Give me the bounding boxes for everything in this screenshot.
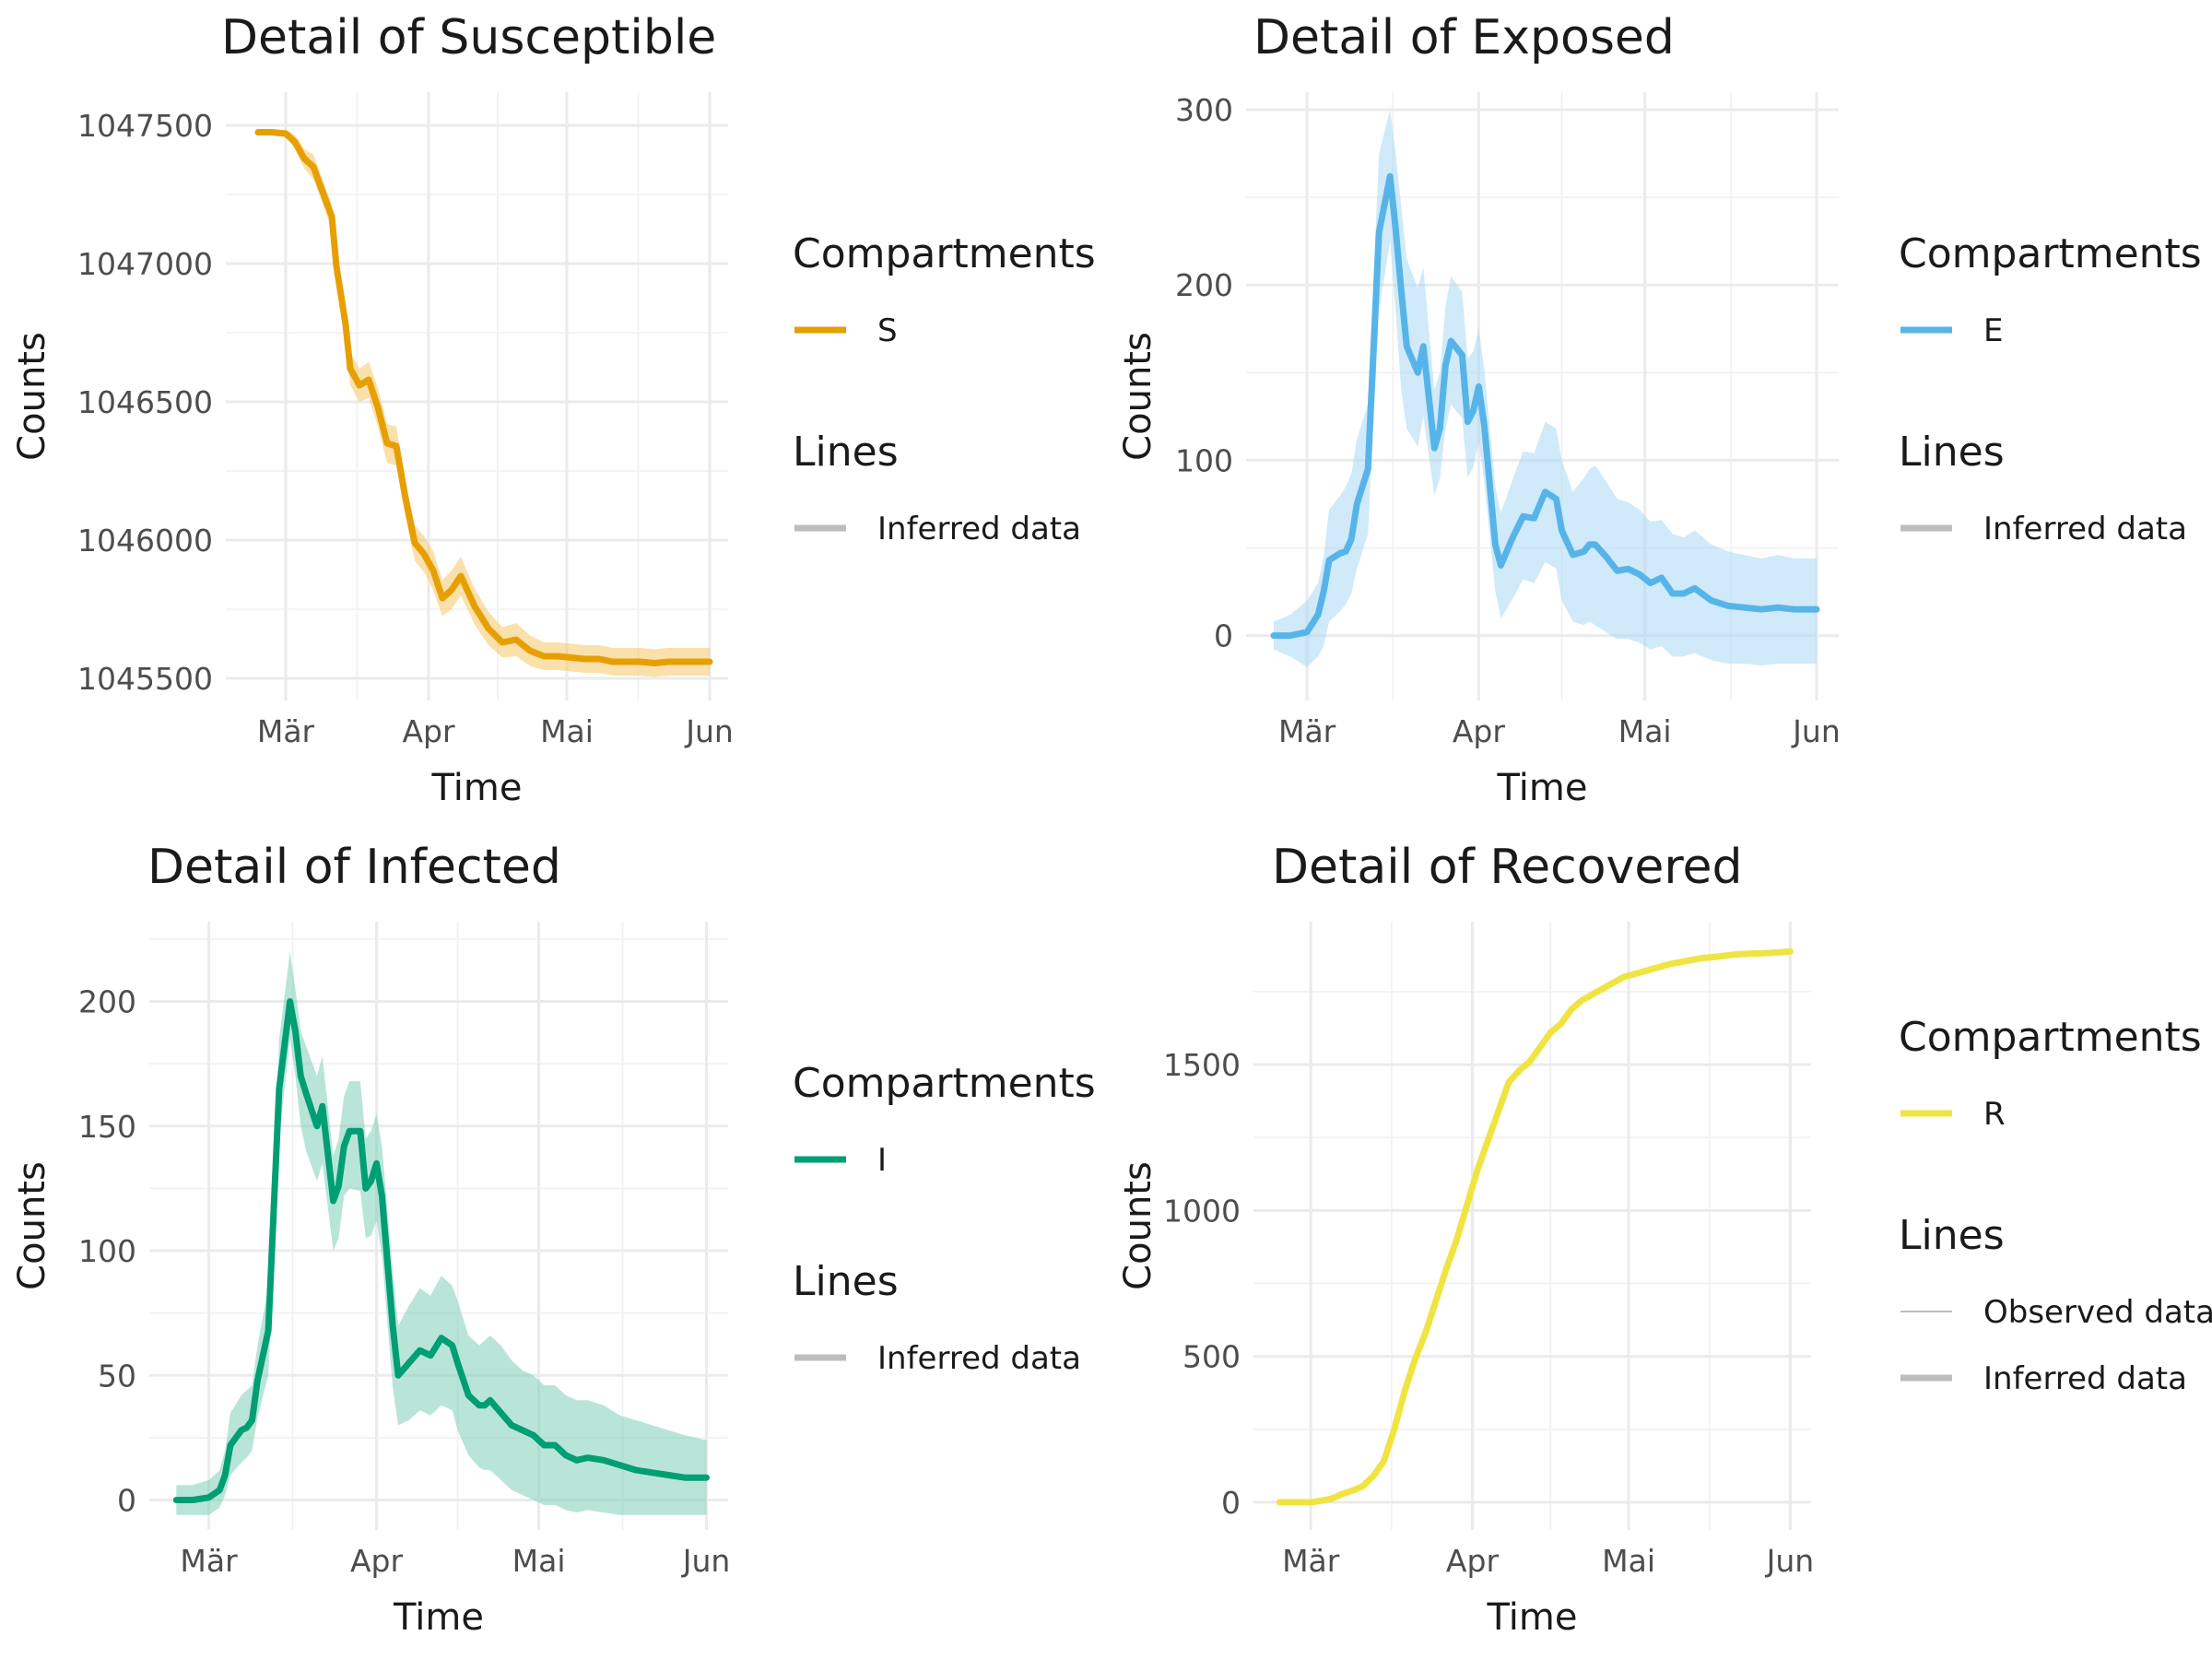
x-axis-title: Time — [1497, 767, 1588, 809]
y-tick-label: 150 — [78, 1109, 136, 1145]
legend: Compartments R Lines Observed data Inferred … — [1899, 1014, 2212, 1397]
y-tick-label: 0 — [1221, 1485, 1241, 1521]
y-tick-label: 1047500 — [77, 108, 213, 144]
legend-title-lines: Lines — [1899, 429, 2005, 476]
x-tick-label: Jun — [684, 713, 734, 749]
legend-title-lines: Lines — [793, 429, 899, 476]
y-axis-title: Counts — [1117, 1161, 1159, 1290]
chart-title: Detail of Exposed — [1253, 10, 1675, 65]
legend-label-line: Inferred data — [877, 1340, 1081, 1377]
legend-title-compartments: Compartments — [793, 230, 1096, 277]
series-line-E — [1270, 172, 1820, 640]
series-line-I — [172, 998, 710, 1503]
legend-label-line: Inferred data — [1983, 511, 2187, 547]
panel-infected: Mär Apr Mai Jun 0 50 100 150 200 Detail of Infect… — [0, 830, 1106, 1659]
y-axis-title: Counts — [11, 332, 53, 461]
x-tick-label: Mär — [1282, 1543, 1340, 1579]
x-tick-label: Jun — [1791, 713, 1841, 749]
legend-title-lines: Lines — [1899, 1212, 2005, 1259]
y-tick-label: 1500 — [1163, 1047, 1241, 1083]
legend-label-compartment: E — [1983, 312, 2003, 349]
y-tick-label: 300 — [1175, 92, 1233, 128]
y-tick-label: 1045500 — [77, 661, 213, 697]
legend: Compartments I Lines Inferred data — [793, 1060, 1096, 1377]
series-line-R — [1276, 947, 1794, 1506]
panel-exposed: Mär Apr Mai Jun 0 100 200 300 Detail of Exposed T… — [1106, 0, 2212, 830]
y-tick-label: 200 — [1175, 267, 1233, 303]
y-tick-label: 50 — [98, 1358, 136, 1394]
y-tick-label: 100 — [78, 1233, 136, 1269]
y-tick-label: 1046500 — [77, 384, 213, 420]
x-tick-label: Mär — [257, 713, 315, 749]
y-tick-label: 1046000 — [77, 523, 213, 559]
legend-label-line: Observed data — [1983, 1294, 2212, 1331]
y-tick-label: 100 — [1175, 442, 1233, 478]
legend-title-lines: Lines — [793, 1258, 899, 1305]
y-tick-label: 1000 — [1163, 1193, 1241, 1229]
grid — [1253, 922, 1811, 1530]
x-axis-title: Time — [431, 767, 523, 809]
y-axis-title: Counts — [1117, 332, 1159, 461]
x-tick-label: Mai — [1602, 1543, 1655, 1579]
x-axis-title: Time — [1487, 1596, 1578, 1639]
x-tick-label: Mai — [540, 713, 594, 749]
x-tick-label: Jun — [681, 1543, 731, 1579]
x-tick-label: Mai — [1618, 713, 1672, 749]
series-line-S — [254, 129, 713, 666]
chart-title: Detail of Recovered — [1272, 840, 1743, 895]
credible-band — [1274, 110, 1817, 667]
legend-label-line: Inferred data — [1983, 1360, 2187, 1397]
legend-label-compartment: I — [877, 1142, 887, 1179]
y-tick-label: 0 — [117, 1483, 136, 1519]
legend-label-compartment: R — [1983, 1096, 2006, 1133]
x-tick-label: Mär — [180, 1543, 238, 1579]
legend: Compartments S Lines Inferred data — [793, 230, 1096, 547]
y-tick-label: 200 — [78, 984, 136, 1020]
legend-label-compartment: S — [877, 312, 898, 349]
legend-title-compartments: Compartments — [1899, 1014, 2202, 1061]
y-tick-label: 500 — [1182, 1339, 1241, 1375]
x-tick-label: Apr — [402, 713, 455, 749]
panel-recovered: Mär Apr Mai Jun 0 500 1000 1500 Detail of Recove… — [1106, 830, 2212, 1659]
x-tick-label: Apr — [1446, 1543, 1500, 1579]
x-tick-label: Apr — [1453, 713, 1506, 749]
chart-exposed: Mär Apr Mai Jun 0 100 200 300 Detail of Exposed T… — [1117, 10, 2202, 809]
x-tick-label: Jun — [1765, 1543, 1815, 1579]
y-tick-label: 1047000 — [77, 246, 213, 282]
credible-band — [176, 951, 707, 1515]
chart-susceptible: Mär Apr Mai Jun 1045500 1046000 1046500 1047000… — [11, 10, 1096, 809]
legend-title-compartments: Compartments — [793, 1060, 1096, 1107]
y-tick-label: 0 — [1214, 618, 1233, 654]
chart-recovered: Mär Apr Mai Jun 0 500 1000 1500 Detail of Recove… — [1117, 840, 2212, 1639]
panel-susceptible: Mär Apr Mai Jun 1045500 1046000 1046500 1047000… — [0, 0, 1106, 830]
x-tick-label: Mär — [1278, 713, 1336, 749]
legend-title-compartments: Compartments — [1899, 230, 2202, 277]
chart-infected: Mär Apr Mai Jun 0 50 100 150 200 Detail of Infect… — [11, 840, 1096, 1639]
legend-label-line: Inferred data — [877, 511, 1081, 547]
legend: Compartments E Lines Inferred data — [1899, 230, 2202, 547]
x-axis-title: Time — [393, 1596, 484, 1639]
x-tick-label: Apr — [350, 1543, 404, 1579]
chart-title: Detail of Susceptible — [221, 10, 716, 65]
y-axis-title: Counts — [11, 1161, 53, 1290]
chart-title: Detail of Infected — [147, 840, 561, 895]
x-tick-label: Mai — [512, 1543, 566, 1579]
